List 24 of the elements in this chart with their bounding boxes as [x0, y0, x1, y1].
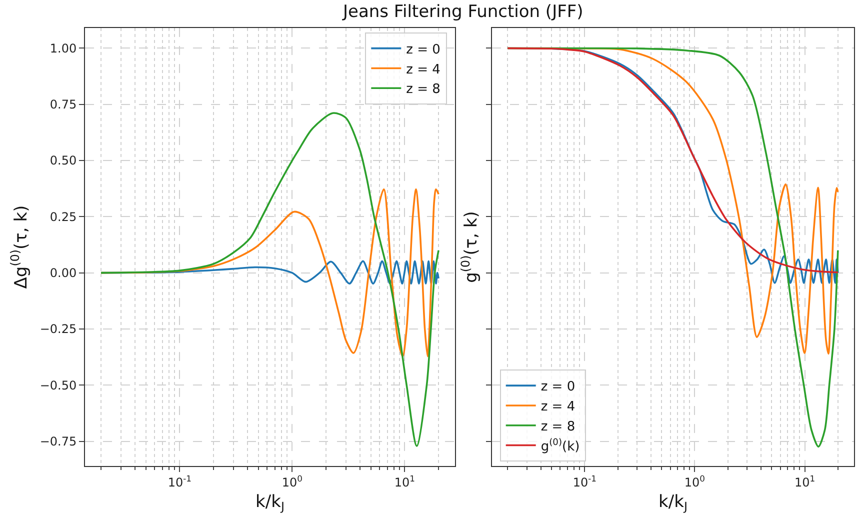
legend-label: z = 4	[540, 400, 576, 415]
y-tick-label: 0.50	[50, 154, 77, 168]
x-tick-label: 10$^{0}$	[684, 473, 706, 490]
x-axis-title: k/k$_{J}$	[658, 492, 688, 514]
legend-label: z = 8	[406, 82, 440, 98]
legend-label: z = 0	[540, 380, 576, 395]
x-tick-label: 10$^{-1}$	[572, 473, 596, 490]
x-tick-label: 10$^{0}$	[282, 473, 303, 490]
legend-label: z = 8	[540, 419, 576, 434]
y-tick-label: 0.25	[50, 210, 77, 224]
y-tick-label: 0.00	[50, 266, 77, 280]
legend-label: g$^{(0)}$(k)	[540, 438, 580, 454]
x-axis-title: k/k$_{J}$	[256, 492, 284, 514]
x-tick-label: 10$^{-1}$	[168, 473, 192, 490]
y-tick-label: −0.75	[40, 434, 77, 448]
y-tick-label: −0.25	[40, 322, 77, 336]
y-tick-label: 0.75	[50, 98, 77, 112]
x-tick-label: 10$^{1}$	[394, 473, 416, 490]
y-tick-label: −0.50	[40, 378, 77, 392]
y-tick-label: 1.00	[50, 41, 77, 56]
x-tick-label: 10$^{1}$	[794, 473, 816, 490]
chart-title: Jeans Filtering Function (JFF)	[342, 2, 584, 22]
legend-label: z = 4	[406, 62, 440, 78]
legend-label: z = 0	[406, 42, 440, 58]
